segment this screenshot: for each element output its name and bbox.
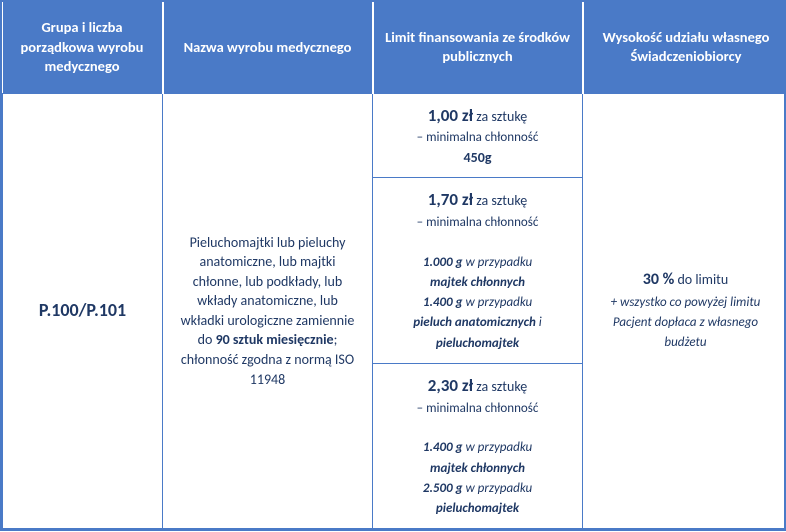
detail-grams: 1.400 g [423, 295, 463, 310]
header-name: Nazwa wyrobu medycznego [163, 2, 373, 93]
share-note: + wszystko co powyżej limitu Pacjent dop… [611, 295, 761, 350]
price-value: 1,70 zł [428, 189, 473, 210]
absorb-label: – minimalna chłonność [417, 215, 539, 230]
share-to-limit: do limitu [677, 271, 728, 288]
limit-detail: 1.400 g w przypadku majtek chłonnych [423, 440, 532, 475]
financing-table: Grupa i liczba porządkowa wyrobu medyczn… [2, 2, 786, 529]
limit-block-2: 1,70 zł za sztukę – minimalna chłonność … [385, 188, 570, 353]
cell-product-desc: Pieluchomajtki lub pieluchy anatomiczne,… [163, 93, 373, 528]
price-unit: za sztukę [476, 108, 527, 125]
detail-grams: 2.500 g [423, 481, 463, 496]
cell-group-code: P.100/P.101 [3, 93, 163, 528]
product-description: Pieluchomajtki lub pieluchy anatomiczne,… [175, 233, 360, 390]
price-value: 2,30 zł [428, 375, 473, 396]
own-share-block: 30 % do limitu + wszystko co powyżej lim… [595, 269, 776, 352]
detail-text: w przypadku [465, 295, 532, 310]
cell-limit-1: 1,00 zł za sztukę – minimalna chłonność … [373, 93, 583, 178]
detail-joiner: i [539, 315, 542, 330]
absorb-value: 450g [464, 149, 492, 166]
header-group: Grupa i liczba porządkowa wyrobu medyczn… [3, 2, 163, 93]
cell-limit-3: 2,30 zł za sztukę – minimalna chłonność … [373, 363, 583, 528]
detail-grams: 1.400 g [423, 440, 463, 455]
detail-product: majtek chłonnych [430, 461, 525, 476]
absorb-label: – minimalna chłonność [417, 130, 539, 145]
group-code: P.100/P.101 [39, 299, 126, 321]
detail-text: w przypadku [465, 255, 532, 270]
desc-qty: 90 sztuk miesięcznie [216, 331, 334, 348]
limit-block-1: 1,00 zł za sztukę – minimalna chłonność … [385, 104, 570, 168]
limit-detail: 2.500 g w przypadku pieluchomajtek [423, 481, 532, 516]
financing-table-wrap: Grupa i liczba porządkowa wyrobu medyczn… [0, 0, 786, 531]
detail-product: majtek chłonnych [430, 275, 525, 290]
price-unit: za sztukę [476, 192, 527, 209]
detail-text: w przypadku [465, 481, 532, 496]
header-limit: Limit finansowania ze środków publicznyc… [373, 2, 583, 93]
header-share: Wysokość udziału własnego Świadczeniobio… [583, 2, 786, 93]
price-unit: za sztukę [476, 378, 527, 395]
share-percent: 30 % [643, 270, 675, 289]
detail-product: pieluchomajtek [436, 501, 519, 516]
cell-limit-2: 1,70 zł za sztukę – minimalna chłonność … [373, 178, 583, 364]
detail-grams: 1.000 g [423, 255, 463, 270]
detail-product-a: pieluch anatomicznych [413, 315, 536, 330]
limit-block-3: 2,30 zł za sztukę – minimalna chłonność … [385, 374, 570, 518]
limit-detail: 1.000 g w przypadku majtek chłonnych [423, 255, 532, 290]
cell-own-share: 30 % do limitu + wszystko co powyżej lim… [583, 93, 786, 528]
detail-product-b: pieluchomajtek [436, 336, 519, 351]
table-row: P.100/P.101 Pieluchomajtki lub pieluchy … [3, 93, 786, 178]
table-header: Grupa i liczba porządkowa wyrobu medyczn… [3, 2, 786, 93]
price-value: 1,00 zł [428, 105, 473, 126]
absorb-label: – minimalna chłonność [417, 401, 539, 416]
limit-detail: 1.400 g w przypadku pieluch anatomicznyc… [413, 295, 542, 350]
detail-text: w przypadku [465, 440, 532, 455]
